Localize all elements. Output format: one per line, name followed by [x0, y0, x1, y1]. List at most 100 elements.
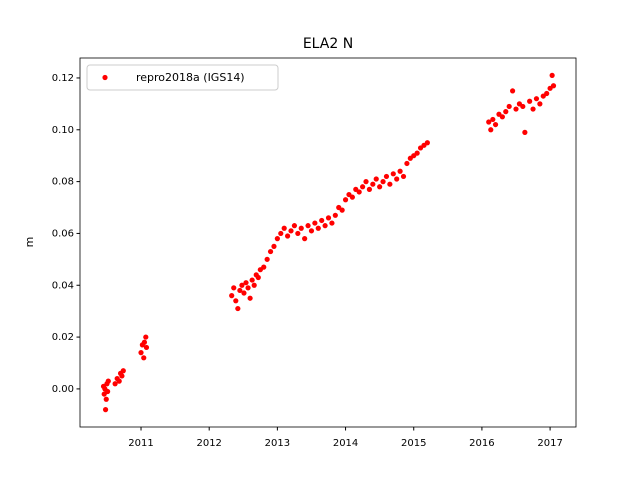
y-tick-label: 0.04 [52, 280, 74, 291]
point [329, 220, 335, 226]
point [143, 334, 149, 340]
point [308, 228, 315, 234]
point [243, 280, 249, 286]
y-axis-label: m [23, 237, 36, 248]
point [503, 109, 509, 115]
point [264, 256, 270, 262]
point [315, 225, 321, 231]
point [291, 223, 298, 229]
point [249, 277, 255, 283]
plot-frame [79, 57, 577, 428]
point [302, 236, 308, 242]
point [119, 373, 125, 379]
point [103, 396, 109, 402]
point [370, 181, 376, 187]
point [488, 127, 494, 133]
x-tick-label: 2017 [537, 438, 562, 449]
point [533, 96, 540, 102]
legend-box [86, 64, 279, 91]
point [366, 186, 373, 192]
point [274, 236, 280, 242]
point [138, 350, 144, 356]
point [383, 173, 390, 180]
point [231, 285, 237, 291]
point [319, 217, 325, 224]
point [239, 282, 245, 288]
point [105, 388, 111, 395]
point [544, 90, 550, 97]
point [550, 83, 557, 89]
point [509, 88, 516, 94]
point [486, 119, 492, 125]
point [105, 378, 111, 384]
point [237, 287, 243, 294]
point [492, 121, 499, 128]
point [360, 184, 366, 190]
point [414, 150, 420, 156]
point [520, 103, 526, 110]
point [261, 264, 267, 270]
point [247, 295, 253, 301]
point [380, 179, 386, 185]
point [288, 228, 294, 234]
y-tick-label: 0.12 [52, 73, 74, 84]
point [305, 223, 311, 229]
legend-marker [102, 74, 108, 81]
point [295, 230, 301, 237]
point [322, 223, 328, 229]
y-tick-label: 0.08 [52, 177, 74, 188]
point [522, 129, 528, 135]
point [233, 298, 239, 304]
point [332, 212, 338, 218]
point [363, 179, 369, 185]
point [342, 197, 349, 203]
legend-label: repro2018a (IGS14) [136, 71, 245, 84]
chart-title: ELA2 N [303, 36, 353, 52]
point [241, 290, 247, 296]
point [339, 207, 345, 213]
point [506, 103, 512, 110]
point [141, 339, 148, 345]
point [112, 381, 118, 387]
point [356, 189, 362, 195]
point [549, 72, 555, 78]
point [397, 168, 403, 174]
x-tick-label: 2012 [196, 438, 221, 449]
point [373, 176, 379, 182]
y-tick-label: 0.00 [52, 384, 74, 395]
point [245, 285, 251, 291]
point [325, 215, 332, 221]
y-tick-label: 0.10 [52, 125, 74, 136]
point [285, 233, 291, 239]
point [116, 378, 122, 384]
x-tick-label: 2015 [401, 438, 426, 449]
point [394, 176, 400, 182]
x-tick-label: 2014 [333, 438, 358, 449]
point [387, 181, 393, 187]
point [527, 98, 533, 104]
point [278, 230, 284, 237]
point [390, 171, 396, 177]
point [102, 407, 109, 413]
x-tick-label: 2016 [469, 438, 494, 449]
y-tick-label: 0.02 [52, 332, 74, 343]
point [400, 173, 407, 180]
point [120, 368, 126, 374]
point [281, 225, 287, 231]
point [513, 106, 519, 112]
point [312, 220, 318, 226]
x-tick-label: 2011 [128, 438, 153, 449]
point [404, 160, 410, 167]
x-tick-label: 2013 [265, 438, 290, 449]
point [143, 344, 150, 351]
point [537, 101, 543, 107]
point [349, 194, 355, 200]
point [377, 184, 383, 190]
point [229, 293, 235, 299]
y-tick-label: 0.06 [52, 228, 74, 239]
point [255, 274, 261, 281]
point [424, 140, 430, 146]
point [267, 248, 274, 255]
